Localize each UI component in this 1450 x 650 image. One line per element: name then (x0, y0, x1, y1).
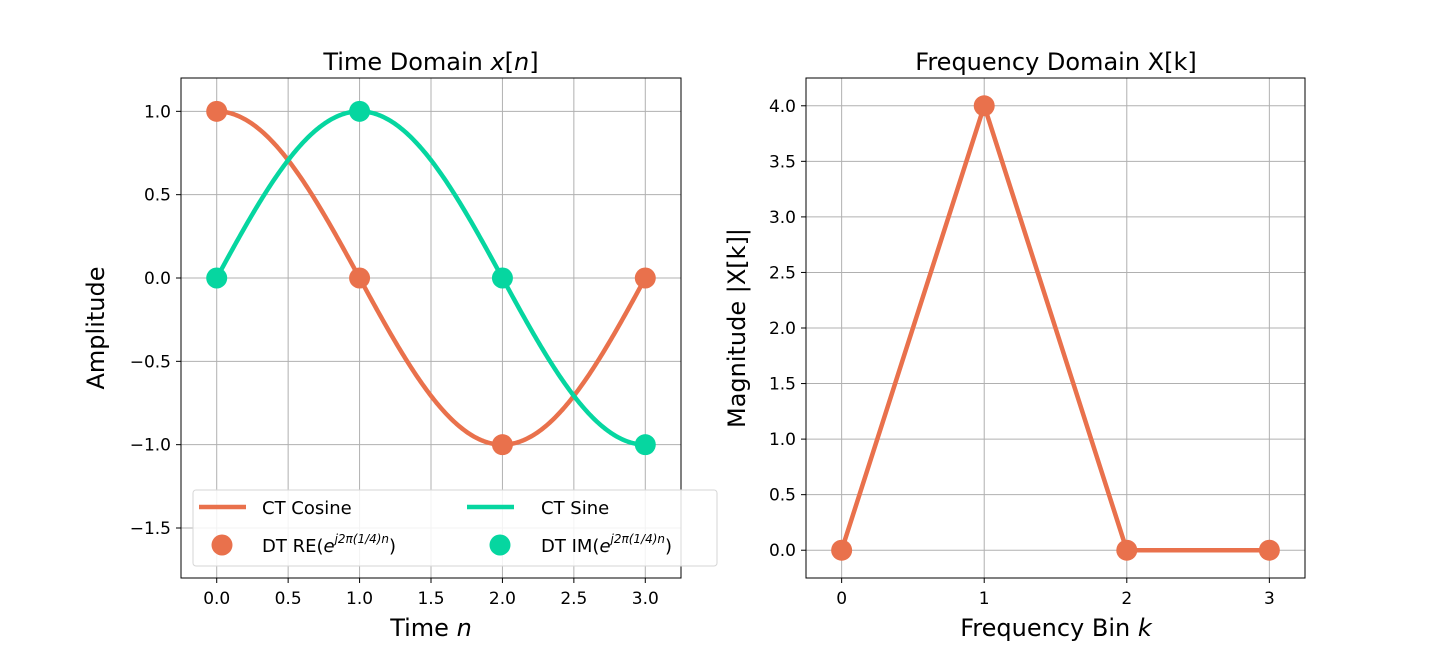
y-tick-label: −0.5 (130, 352, 171, 372)
frequency-domain-axes: 0 1 2 3 0.0 0.5 1.0 1.5 2.0 2.5 3.0 3.5 4.0 (769, 77, 1306, 609)
x-tick-label: 1.5 (417, 589, 444, 609)
x-tick-label: 2.5 (560, 589, 587, 609)
time-xlabel: Time n (389, 614, 472, 642)
dt-real-point (206, 100, 228, 122)
x-tick-label: 0.0 (203, 589, 230, 609)
dt-imag-point (634, 434, 656, 456)
y-tick-label: −1.5 (130, 519, 171, 539)
legend-box (192, 489, 718, 567)
y-tick-label: 0.5 (769, 486, 796, 506)
y-tick-label: 0.5 (144, 186, 171, 206)
legend-im-marker (489, 534, 511, 556)
dt-real-point (491, 434, 513, 456)
legend-im-label: DT IM(ej2π(1/4)n) (541, 532, 672, 557)
freq-xlabel: Frequency Bin k (960, 614, 1153, 642)
legend-re-label: DT RE(ej2π(1/4)n) (262, 532, 396, 557)
y-tick-label: 3.0 (769, 208, 796, 228)
magnitude-point (831, 539, 853, 561)
series-line-ct-sine (214, 109, 646, 447)
x-tick-label: 1 (979, 589, 990, 609)
x-tick-label: 2.0 (489, 589, 516, 609)
magnitude-point (1116, 539, 1138, 561)
magnitude-line (839, 98, 1270, 553)
frequency-domain-title: Frequency Domain X[k] (915, 48, 1196, 76)
y-tick-label: 3.5 (769, 152, 796, 172)
legend: CT Cosine CT Sine DT RE(ej2π(1/4)n) DT I… (192, 489, 718, 567)
y-tick-label: 1.0 (144, 102, 171, 122)
y-tick-label: 2.5 (769, 263, 796, 283)
freq-ylabel: Magnitude |X[k]| (723, 228, 751, 428)
axes-frame (805, 77, 1306, 579)
magnitude-point (973, 95, 995, 117)
y-tick-label: 0.0 (144, 269, 171, 289)
dt-imag-point (491, 267, 513, 289)
x-tick-label: 1.0 (346, 589, 373, 609)
legend-cosine-label: CT Cosine (262, 498, 352, 519)
y-tick-label: 1.0 (769, 430, 796, 450)
dt-imag-point (206, 267, 228, 289)
x-tick-label: 3 (1264, 589, 1275, 609)
y-tick-label: −1.0 (130, 436, 171, 456)
y-tick-label: 1.5 (769, 375, 796, 395)
y-tick-label: 4.0 (769, 97, 796, 117)
y-tick-label: 2.0 (769, 319, 796, 339)
y-tick-label: 0.0 (769, 541, 796, 561)
legend-sine-label: CT Sine (541, 498, 609, 519)
magnitude-point (1258, 539, 1280, 561)
x-tick-label: 0.5 (275, 589, 302, 609)
dt-imag-point (349, 100, 371, 122)
x-tick-label: 2 (1121, 589, 1132, 609)
time-ylabel: Amplitude (82, 267, 110, 390)
x-tick-label: 3.0 (632, 589, 659, 609)
x-tick-label: 0 (836, 589, 847, 609)
legend-re-marker (211, 534, 233, 556)
axes-frame (180, 77, 682, 579)
time-domain-title: Time Domain x[n] (322, 48, 538, 76)
dt-real-point (349, 267, 371, 289)
dt-real-point (634, 267, 656, 289)
